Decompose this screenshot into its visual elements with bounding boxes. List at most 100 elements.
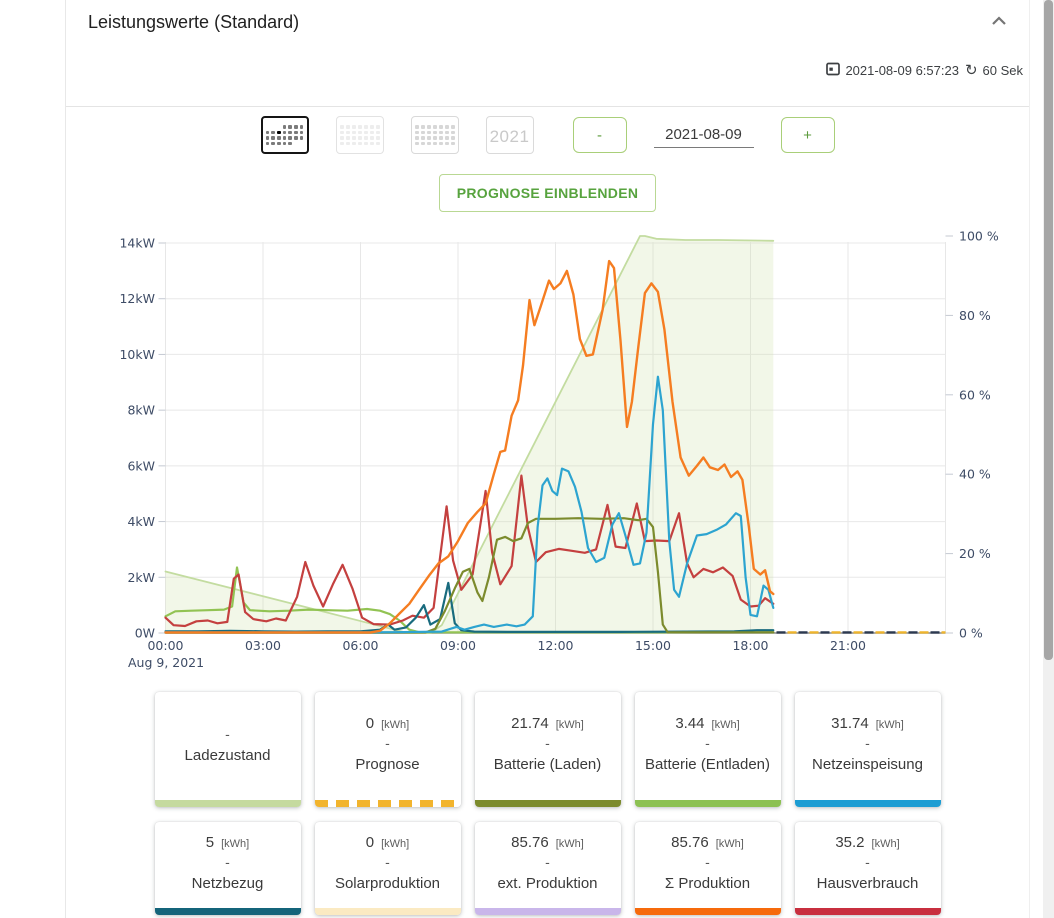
- last-update-time: 2021-08-09 6:57:23: [845, 63, 959, 78]
- stat-color-strip: [154, 908, 301, 915]
- stat-unit: [kWh]: [221, 837, 250, 850]
- datetime-group: 2021-08-09 6:57:23: [826, 62, 959, 79]
- stat-color-strip: [314, 800, 461, 807]
- stat-value: 35.2 [kWh]: [835, 833, 900, 851]
- stat-value: 0 [kWh]: [365, 833, 410, 851]
- refresh-icon: ↻: [964, 61, 978, 79]
- stat-value: 0 [kWh]: [365, 714, 410, 732]
- stat-color-strip: [154, 800, 301, 807]
- stat-separator: -: [705, 734, 710, 751]
- scrollbar-thumb[interactable]: [1044, 0, 1053, 660]
- stat-unit: [kWh]: [875, 718, 904, 731]
- svg-text:Aug 9, 2021: Aug 9, 2021: [128, 655, 204, 670]
- panel-header: Leistungswerte (Standard) 2021-08-09 6:5…: [66, 0, 1029, 107]
- view-week-button[interactable]: [335, 116, 384, 154]
- stat-value: 31.74 [kWh]: [831, 714, 904, 732]
- stat-label: Solarproduktion: [334, 874, 441, 892]
- stat-card: 35.2 [kWh] - Hausverbrauch: [794, 822, 941, 915]
- svg-text:10kW: 10kW: [119, 347, 155, 362]
- svg-text:8kW: 8kW: [127, 403, 155, 418]
- stat-value: 85.76 [kWh]: [671, 833, 744, 851]
- stat-card: 21.74 [kWh] - Batterie (Laden): [474, 692, 621, 807]
- stat-card: 85.76 [kWh] - ext. Produktion: [474, 822, 621, 915]
- chevron-up-icon: [991, 14, 1007, 29]
- stat-label: Batterie (Laden): [493, 755, 602, 773]
- stat-color-strip: [634, 908, 781, 915]
- view-month-button[interactable]: [410, 116, 459, 154]
- date-input[interactable]: [653, 122, 754, 148]
- svg-text:0W: 0W: [135, 626, 155, 641]
- stat-label: Netzeinspeisung: [812, 755, 923, 773]
- stat-unit: [kWh]: [381, 837, 410, 850]
- stat-label: Σ Produktion: [664, 874, 751, 892]
- stat-color-strip: [794, 908, 941, 915]
- stat-label: Netzbezug: [191, 874, 264, 892]
- stat-value: 85.76 [kWh]: [511, 833, 584, 851]
- leistungswerte-panel: Leistungswerte (Standard) 2021-08-09 6:5…: [65, 0, 1030, 918]
- stat-card: 0 [kWh] - Solarproduktion: [314, 822, 461, 915]
- svg-text:00:00: 00:00: [147, 638, 183, 653]
- stat-color-strip: [474, 908, 621, 915]
- svg-text:09:00: 09:00: [440, 638, 476, 653]
- stat-value: 3.44 [kWh]: [675, 714, 740, 732]
- stat-label: Prognose: [355, 755, 420, 773]
- stat-unit: [kWh]: [555, 718, 584, 731]
- stat-card: - Ladezustand: [154, 692, 301, 807]
- svg-text:14kW: 14kW: [119, 236, 155, 251]
- stat-label: Hausverbrauch: [816, 874, 919, 892]
- refresh-meta: 2021-08-09 6:57:23 ↻ 60 Sek: [826, 62, 1023, 79]
- scrollbar-track[interactable]: [1043, 0, 1054, 918]
- stat-color-strip: [794, 800, 941, 807]
- stat-separator: -: [225, 726, 230, 743]
- stat-label: Batterie (Entladen): [644, 755, 771, 773]
- prognose-einblenden-button[interactable]: PROGNOSE EINBLENDEN: [438, 174, 657, 212]
- svg-text:40 %: 40 %: [959, 467, 991, 482]
- stat-separator: -: [225, 853, 230, 870]
- stat-unit: [kWh]: [715, 837, 744, 850]
- stat-value: 5 [kWh]: [205, 833, 250, 851]
- stat-card: 3.44 [kWh] - Batterie (Entladen): [634, 692, 781, 807]
- power-chart-container: 00:00 03:00 06:00 09:00 12:00 15:00 18:00 21:00…: [66, 226, 1029, 684]
- stat-separator: -: [865, 853, 870, 870]
- stat-label: Ladezustand: [184, 747, 271, 765]
- stat-color-strip: [314, 908, 461, 915]
- svg-text:20 %: 20 %: [959, 546, 991, 561]
- svg-text:12kW: 12kW: [119, 291, 155, 306]
- date-next-button[interactable]: +: [780, 117, 835, 153]
- stat-separator: -: [865, 734, 870, 751]
- stat-separator: -: [385, 734, 390, 751]
- stat-separator: -: [705, 853, 710, 870]
- stat-unit: [kWh]: [871, 837, 900, 850]
- interval-group: ↻ 60 Sek: [964, 61, 1023, 79]
- stat-color-strip: [634, 800, 781, 807]
- view-year-button[interactable]: 2021: [485, 116, 534, 154]
- stat-card: 5 [kWh] - Netzbezug: [154, 822, 301, 915]
- stat-separator: -: [545, 734, 550, 751]
- svg-text:0 %: 0 %: [959, 626, 983, 641]
- page-title: Leistungswerte (Standard): [88, 12, 300, 32]
- stat-card: 31.74 [kWh] - Netzeinspeisung: [794, 692, 941, 807]
- view-day-button[interactable]: [260, 116, 309, 154]
- stat-value: 21.74 [kWh]: [511, 714, 584, 732]
- prognose-row: PROGNOSE EINBLENDEN: [66, 174, 1029, 212]
- collapse-panel-button[interactable]: [987, 10, 1011, 33]
- stat-color-strip: [474, 800, 621, 807]
- stat-separator: -: [385, 853, 390, 870]
- svg-text:80 %: 80 %: [959, 308, 991, 323]
- svg-text:100 %: 100 %: [959, 229, 999, 244]
- svg-text:4kW: 4kW: [127, 514, 155, 529]
- stat-separator: -: [545, 853, 550, 870]
- svg-text:15:00: 15:00: [635, 638, 671, 653]
- date-controls: 2021 - +: [66, 115, 1029, 155]
- svg-text:21:00: 21:00: [830, 638, 866, 653]
- stat-label: ext. Produktion: [497, 874, 598, 892]
- calendar-icon: [826, 62, 841, 79]
- date-previous-button[interactable]: -: [572, 117, 627, 153]
- stat-unit: [kWh]: [711, 718, 740, 731]
- calendar-year-label: 2021: [489, 127, 530, 146]
- svg-text:6kW: 6kW: [127, 458, 155, 473]
- stat-card: 0 [kWh] - Prognose: [314, 692, 461, 807]
- svg-text:18:00: 18:00: [732, 638, 768, 653]
- svg-text:06:00: 06:00: [342, 638, 378, 653]
- svg-text:03:00: 03:00: [245, 638, 281, 653]
